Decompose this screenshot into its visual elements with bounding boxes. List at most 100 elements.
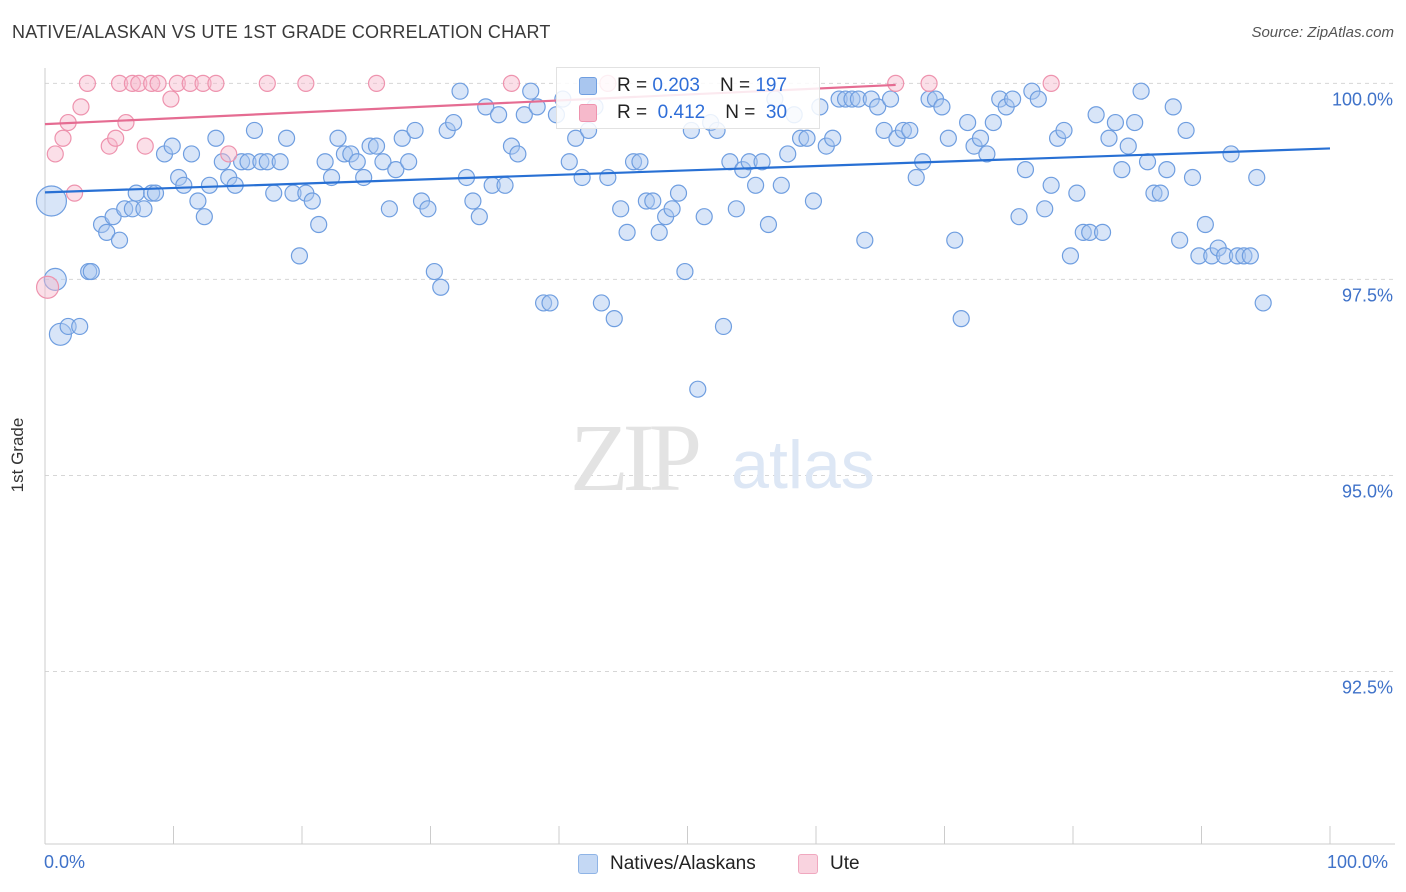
legend-label-natives: Natives/Alaskans <box>610 853 756 874</box>
native-point <box>71 317 89 336</box>
native-point <box>189 192 207 210</box>
native-point <box>1093 223 1112 241</box>
native-point <box>612 200 630 218</box>
native-point <box>676 262 694 281</box>
native-point <box>400 153 418 171</box>
ute-point <box>162 90 180 108</box>
native-point <box>310 215 328 234</box>
ute-point <box>136 137 154 155</box>
native-point <box>1254 294 1272 312</box>
legend-item-ute[interactable]: Ute <box>798 851 860 877</box>
watermark-zip: ZIP <box>570 404 699 511</box>
native-point <box>303 192 321 210</box>
ute-point <box>110 74 129 92</box>
y-axis-label: 1st Grade <box>8 417 27 493</box>
ute-point <box>887 74 905 92</box>
x-tick-label-max: 100.0% <box>1327 852 1389 872</box>
ute-point <box>920 74 938 92</box>
native-point <box>1119 137 1137 155</box>
native-point <box>1126 113 1144 132</box>
native-point <box>1145 184 1163 202</box>
native-point <box>35 185 68 217</box>
native-point <box>1171 231 1189 249</box>
native-point <box>271 153 289 171</box>
native-point <box>419 200 437 218</box>
native-point <box>1241 247 1259 265</box>
native-point <box>740 153 758 171</box>
ute-point <box>181 74 199 92</box>
native-point <box>541 294 559 312</box>
y-tick-label: 92.5% <box>1342 677 1393 697</box>
native-point <box>348 153 366 171</box>
legend-swatch-natives <box>578 854 598 874</box>
native-point <box>727 200 745 218</box>
native-point <box>618 223 636 241</box>
native-point <box>984 113 1002 132</box>
native-point <box>663 200 681 218</box>
native-point <box>245 121 264 140</box>
native-point <box>258 153 276 171</box>
native-point <box>804 192 823 210</box>
native-point <box>175 176 193 194</box>
native-point <box>329 129 347 147</box>
native-point <box>637 192 655 210</box>
native-point <box>695 208 713 226</box>
native-point <box>881 90 900 108</box>
legend-n-value: 30 <box>765 102 788 123</box>
native-point <box>464 192 482 210</box>
native-point <box>374 153 392 171</box>
native-point <box>98 223 116 241</box>
native-point <box>1106 113 1125 132</box>
native-point <box>631 153 649 171</box>
ute-point <box>168 74 186 92</box>
legend-item-natives[interactable]: Natives/Alaskans <box>578 851 756 877</box>
native-point <box>605 310 623 328</box>
legend-r-label: R = <box>617 102 648 123</box>
native-point <box>567 129 585 147</box>
native-point <box>207 129 225 147</box>
native-point <box>650 223 668 241</box>
native-point <box>772 176 790 194</box>
legend-n-label: N = <box>725 102 756 123</box>
native-point <box>252 153 270 171</box>
native-point <box>290 247 309 265</box>
native-point <box>843 90 861 108</box>
native-point <box>952 310 970 328</box>
native-point <box>939 129 957 147</box>
native-point <box>1190 247 1208 265</box>
native-point <box>798 129 816 147</box>
native-point <box>592 294 611 312</box>
native-point <box>1248 168 1266 187</box>
legend-row-ute: R = 0.412 N = 30 <box>579 101 788 125</box>
native-point <box>1132 82 1150 100</box>
native-point <box>1087 106 1105 124</box>
native-point <box>849 90 868 108</box>
native-point <box>534 294 553 312</box>
ute-point <box>78 74 97 92</box>
native-point <box>135 200 153 218</box>
native-point <box>856 231 874 249</box>
ute-point <box>35 275 60 299</box>
native-point <box>239 153 257 171</box>
native-point <box>387 161 405 179</box>
native-point <box>355 168 373 187</box>
native-point <box>959 113 977 132</box>
native-point <box>560 153 578 171</box>
source-credit: Source: ZipAtlas.com <box>1251 24 1394 41</box>
native-point <box>515 106 533 124</box>
y-tick-label: 100.0% <box>1332 89 1393 109</box>
native-point <box>361 137 379 155</box>
native-point <box>380 200 398 218</box>
ute-point <box>54 129 72 147</box>
native-point <box>1074 223 1092 241</box>
native-point <box>791 129 810 147</box>
x-tick-label-min: 0.0% <box>44 852 86 872</box>
ute-point <box>207 74 225 92</box>
legend-r-value: 0.203 <box>652 75 700 96</box>
ute-point <box>143 74 161 92</box>
ute-point <box>107 129 125 147</box>
chart-title: NATIVE/ALASKAN VS UTE 1ST GRADE CORRELAT… <box>12 22 551 42</box>
native-point <box>1183 168 1202 187</box>
native-point <box>907 168 925 187</box>
